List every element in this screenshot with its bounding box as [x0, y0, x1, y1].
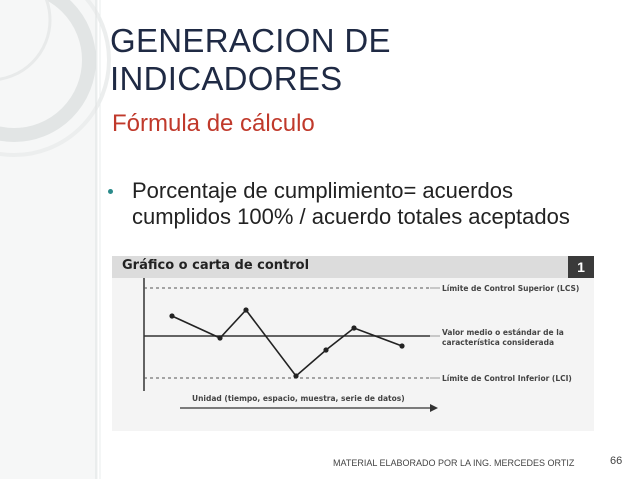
figure-title-bar: Gráfico o carta de control 1	[112, 256, 594, 278]
x-axis-arrowhead	[430, 404, 438, 412]
slide-title: GENERACION DE INDICADORES	[110, 22, 530, 98]
data-point	[323, 347, 329, 353]
data-point	[169, 313, 175, 319]
bullet-item: Porcentaje de cumplimiento= acuerdos cum…	[108, 178, 608, 258]
lci-label: Límite de Control Inferior (LCI)	[442, 374, 572, 383]
control-chart-figure: Gráfico o carta de control 1 Límite de C…	[112, 256, 594, 431]
slide-title-line-1: GENERACION DE	[110, 22, 391, 59]
bullet-text: Porcentaje de cumplimiento= acuerdos cum…	[132, 178, 570, 229]
slide-subtitle: Fórmula de cálculo	[112, 110, 315, 137]
control-chart-svg	[143, 278, 440, 412]
lcs-label: Límite de Control Superior (LCS)	[442, 284, 580, 293]
figure-number: 1	[568, 256, 594, 278]
data-point	[243, 307, 249, 313]
data-point	[293, 373, 299, 379]
footer-credit: MATERIAL ELABORADO POR LA ING. MERCEDES …	[333, 458, 575, 468]
bullet-icon	[108, 189, 113, 194]
x-axis-label: Unidad (tiempo, espacio, muestra, serie …	[192, 394, 405, 403]
data-series-line	[171, 308, 403, 378]
data-point	[351, 325, 357, 331]
data-point	[217, 335, 223, 341]
page-number: 66	[610, 455, 623, 467]
mean-label-line-2: característica considerada	[442, 338, 555, 347]
slide-title-line-2: INDICADORES	[110, 60, 343, 97]
data-point	[399, 343, 405, 349]
figure-title: Gráfico o carta de control	[122, 258, 310, 273]
mean-label-line-1: Valor medio o estándar de la	[442, 328, 564, 337]
